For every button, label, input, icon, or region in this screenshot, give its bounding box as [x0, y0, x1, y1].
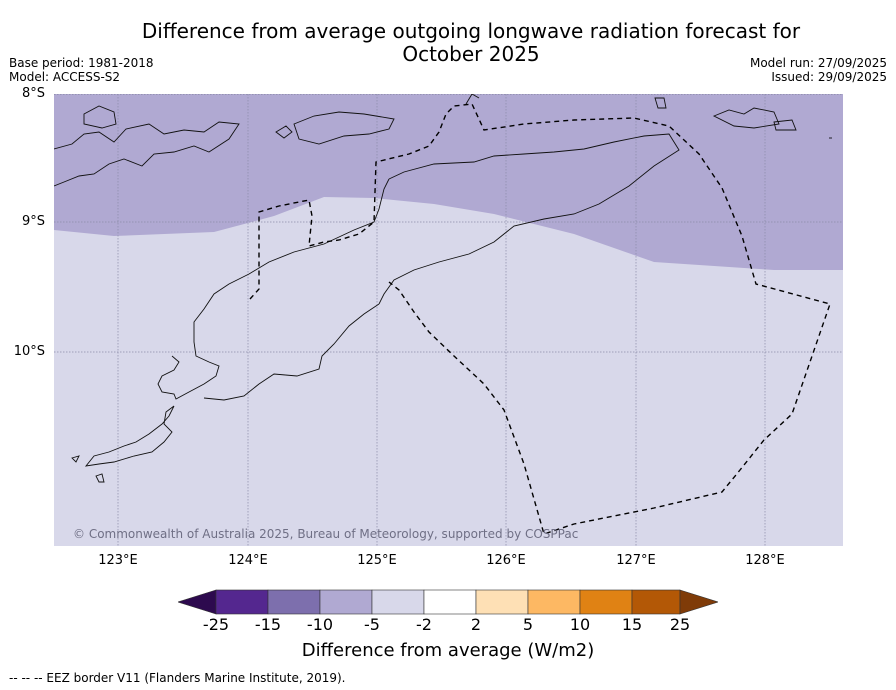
colorbar-swatch-7: [527, 589, 581, 615]
meta-right: Model run: 27/09/2025 Issued: 29/09/2025: [750, 56, 887, 84]
colorbar-arrow-low: [178, 589, 217, 615]
colorbar-swatch-3: [319, 589, 373, 615]
title-line-2: October 2025: [402, 42, 540, 66]
lon-label-123e: 123°E: [98, 553, 138, 568]
colorbar-tick: 5: [522, 615, 534, 634]
colorbar-tick: -10: [306, 615, 334, 634]
colorbar-tick: 2: [470, 615, 482, 634]
colorbar-tick: -25: [202, 615, 230, 634]
lon-label-125e: 125°E: [357, 553, 397, 568]
chart-title: Difference from average outgoing longwav…: [60, 20, 882, 66]
colorbar-title: Difference from average (W/m2): [301, 640, 595, 661]
copyright-watermark: © Commonwealth of Australia 2025, Bureau…: [73, 527, 579, 541]
lon-label-124e: 124°E: [228, 553, 268, 568]
colorbar-swatch-6: [475, 589, 529, 615]
lat-label-10s: 10°S: [13, 344, 45, 359]
coastlines: [54, 94, 832, 483]
lat-label-8s: 8°S: [21, 86, 45, 101]
map: [54, 94, 843, 546]
map-band-darker: [54, 94, 843, 270]
colorbar-swatch-2: [267, 589, 321, 615]
colorbar: [178, 589, 718, 615]
graticule: [54, 94, 843, 546]
title-line-1: Difference from average outgoing longwav…: [141, 19, 801, 43]
colorbar-swatch-4: [371, 589, 425, 615]
issued-date: Issued: 29/09/2025: [771, 70, 887, 84]
model-name: Model: ACCESS-S2: [9, 70, 121, 84]
lon-label-128e: 128°E: [745, 553, 785, 568]
colorbar-swatch-1: [215, 589, 269, 615]
colorbar-swatch-9: [631, 589, 681, 615]
colorbar-swatch-8: [579, 589, 633, 615]
meta-left: Base period: 1981-2018 Model: ACCESS-S2: [9, 56, 154, 84]
lon-label-127e: 127°E: [616, 553, 656, 568]
lon-label-126e: 126°E: [486, 553, 526, 568]
eez-footnote: -- -- -- EEZ border V11 (Flanders Marine…: [9, 671, 346, 685]
colorbar-tick: -5: [364, 615, 380, 634]
colorbar-tick: 15: [621, 615, 643, 634]
colorbar-tick: -15: [254, 615, 282, 634]
colorbar-tick: 10: [569, 615, 591, 634]
colorbar-swatch-5: [423, 589, 477, 615]
colorbar-tick: 25: [669, 615, 691, 634]
base-period: Base period: 1981-2018: [9, 56, 154, 70]
colorbar-arrow-high: [679, 589, 718, 615]
colorbar-tick: -2: [416, 615, 432, 634]
lat-label-9s: 9°S: [21, 214, 45, 229]
model-run: Model run: 27/09/2025: [749, 56, 887, 70]
